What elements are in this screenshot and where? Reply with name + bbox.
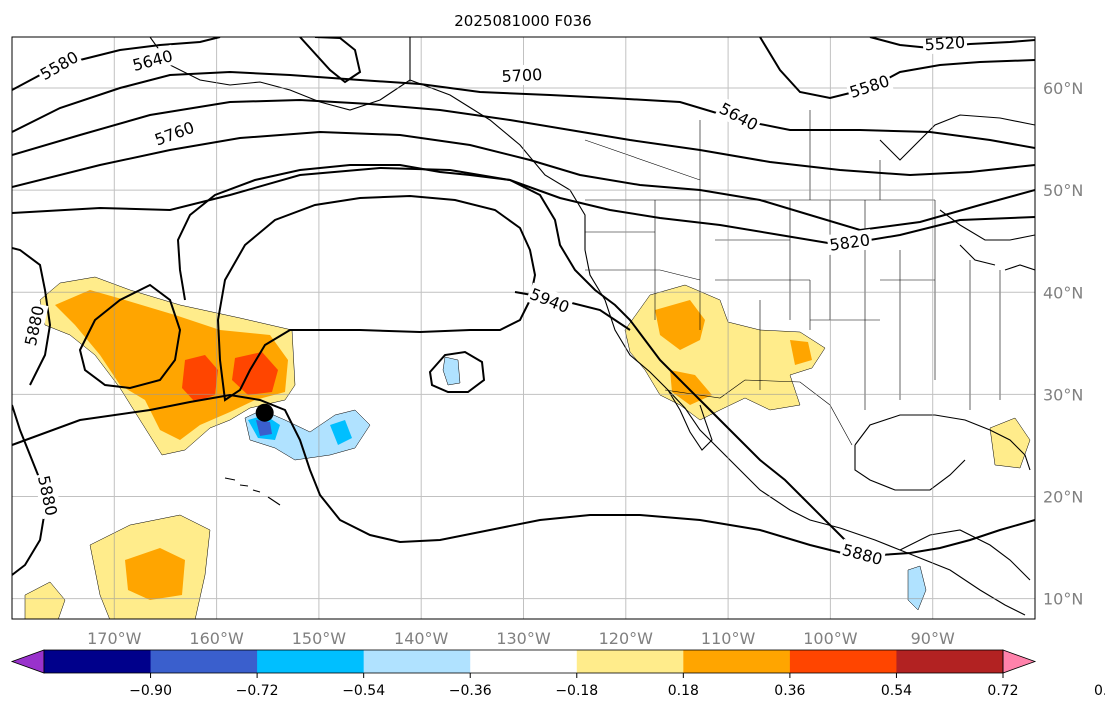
colorbar-segment <box>363 650 471 673</box>
contour-5880-south <box>12 393 851 556</box>
colorbar-extend-high <box>1002 649 1037 674</box>
map-panel: 5520 5580 5580 5640 5640 5700 5760 5820 … <box>11 31 1083 648</box>
contour-5940-small <box>428 350 486 393</box>
colorbar-segment <box>683 650 791 673</box>
lon-tick-label: 150°W <box>292 629 347 648</box>
colorbar-segment <box>789 650 897 673</box>
colorbar-tick-label: −0.18 <box>555 683 598 699</box>
lat-tick-label: 40°N <box>1043 283 1083 302</box>
lat-tick-label: 10°N <box>1043 590 1083 609</box>
colorbar-segment <box>470 650 578 673</box>
colorbar-tick-label: 0.54 <box>881 683 912 699</box>
longitude-tick-labels: 170°W 160°W 150°W 140°W 130°W 120°W 110°W 100°W… <box>87 629 955 648</box>
colorbar-frame <box>43 649 1004 674</box>
us-state-lines <box>585 200 1001 410</box>
colorbar-tick-label: 0.18 <box>668 683 699 699</box>
contour-label-5520: 5520 <box>924 33 966 55</box>
canada-provinces <box>584 110 881 200</box>
colorbar-segment <box>257 650 365 673</box>
us-mexico-border <box>664 379 853 446</box>
lon-tick-label: 120°W <box>599 629 654 648</box>
contour-5700 <box>12 98 1035 177</box>
lon-tick-label: 110°W <box>701 629 756 648</box>
map-title: 2025081000 F036 <box>454 12 591 30</box>
storm-location-marker <box>255 403 274 422</box>
lat-tick-label: 20°N <box>1043 487 1083 506</box>
positive-anomaly-southwest-orange <box>655 300 812 405</box>
negative-anomaly-hawaii-blue <box>256 420 272 436</box>
contour-label-5700: 5700 <box>501 65 543 86</box>
lon-tick-label: 160°W <box>189 629 244 648</box>
positive-anomaly-texas-gulf <box>989 417 1031 469</box>
lat-tick-label: 60°N <box>1043 79 1083 98</box>
colorbar-tick-label: −0.90 <box>129 683 172 699</box>
hudson-bay <box>879 114 1035 161</box>
north-america-coast <box>409 37 1026 616</box>
colorbar-extend-low <box>10 649 45 674</box>
colorbar-segment <box>576 650 684 673</box>
colorbar-tick-label: −0.54 <box>342 683 385 699</box>
colorbar-tick-label: −0.36 <box>449 683 492 699</box>
contour-5940 <box>216 194 537 402</box>
gulf-of-mexico-coast <box>854 414 1031 491</box>
negative-anomaly-mid-pacific <box>442 356 461 386</box>
colorbar-tick-label: 0.90 <box>1094 683 1105 699</box>
baja-peninsula <box>667 389 713 451</box>
lon-tick-label: 140°W <box>394 629 449 648</box>
hawaii-islands <box>224 477 281 506</box>
lon-tick-label: 130°W <box>496 629 551 648</box>
positive-anomaly-hawaii-red1 <box>182 355 218 402</box>
colorbar-segment <box>44 650 152 673</box>
coastlines <box>149 37 1035 616</box>
lon-tick-label: 90°W <box>911 629 955 648</box>
great-lakes-east <box>939 209 1035 271</box>
positive-anomaly-small-west <box>24 581 66 619</box>
colorbar-tick-label: −0.72 <box>236 683 279 699</box>
colorbar-tick-label: 0.36 <box>774 683 805 699</box>
lon-tick-label: 170°W <box>87 629 142 648</box>
colorbar-tick-label: 0.72 <box>987 683 1018 699</box>
positive-anomaly-south-pacific-orange <box>125 548 185 600</box>
colorbar-segment <box>896 650 1004 673</box>
contour-5640-west <box>12 70 1035 149</box>
colorbar-tick-labels: −0.90 −0.72 −0.54 −0.36 −0.18 0.18 0.36 0.54 0.7… <box>129 673 1105 699</box>
latitude-tick-labels: 60°N 50°N 40°N 30°N 20°N 10°N <box>1043 79 1083 609</box>
alaska-coast <box>149 37 411 111</box>
lat-tick-label: 30°N <box>1043 385 1083 404</box>
lon-tick-label: 100°W <box>803 629 858 648</box>
contour-5760 <box>12 130 1035 232</box>
colorbar-segment <box>150 650 258 673</box>
negative-anomaly-hawaii-cyan <box>248 415 352 445</box>
lat-tick-label: 50°N <box>1043 181 1083 200</box>
contour-5880-inner <box>78 283 182 390</box>
map-frame <box>11 36 1036 620</box>
colorbar <box>10 649 1037 674</box>
